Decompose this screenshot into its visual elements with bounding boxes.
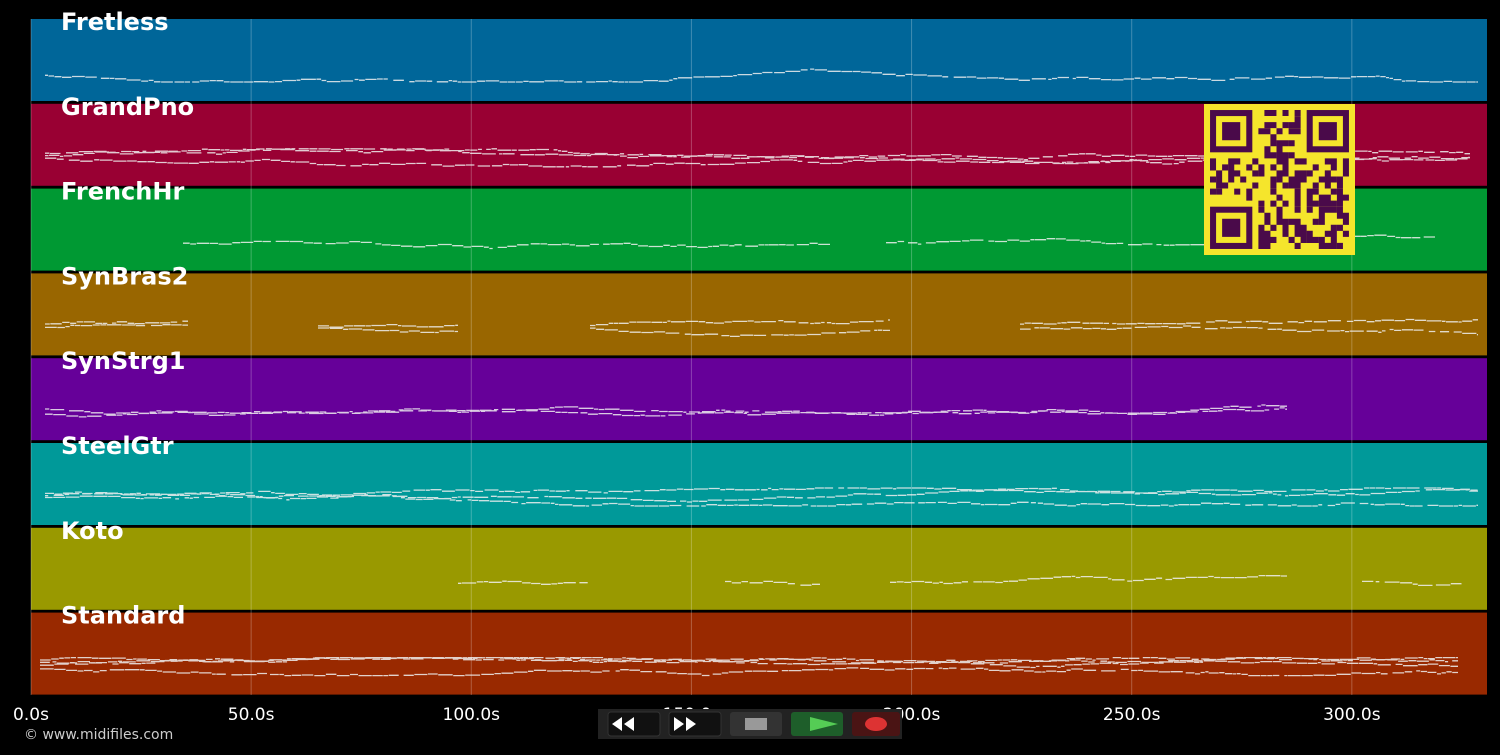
track-name: SynStrg1 xyxy=(61,347,186,375)
x-tick-label: 50.0s xyxy=(228,705,275,725)
qr-modules xyxy=(1210,110,1349,249)
record-button[interactable] xyxy=(852,712,900,736)
stop-button[interactable] xyxy=(730,712,782,736)
track-name: FrenchHr xyxy=(61,178,184,206)
footer: © www.midifiles.com xyxy=(24,727,173,743)
x-tick-label: 0.0s xyxy=(13,705,49,725)
grid xyxy=(30,19,1353,695)
track-lane xyxy=(31,612,1487,695)
track-name: GrandPno xyxy=(61,93,194,121)
track-lane xyxy=(31,19,1487,101)
track-lane xyxy=(31,443,1487,525)
track-name: SteelGtr xyxy=(61,432,174,460)
track-name: Fretless xyxy=(61,8,169,36)
track-name: Standard xyxy=(61,602,185,630)
notes xyxy=(45,318,1478,338)
qr-finder xyxy=(1222,218,1241,237)
x-tick-label: 300.0s xyxy=(1323,705,1381,725)
notes xyxy=(45,68,1478,83)
forward-button[interactable] xyxy=(668,711,722,737)
notes xyxy=(40,656,1458,677)
track-name: Koto xyxy=(61,517,124,545)
rewind-button[interactable] xyxy=(607,711,661,737)
play-button[interactable] xyxy=(791,712,843,736)
notes xyxy=(45,148,1470,168)
controls xyxy=(598,709,902,739)
notes xyxy=(45,487,1478,507)
track-lane xyxy=(31,358,1487,441)
track-name: SynBras2 xyxy=(61,262,188,290)
x-tick-label: 250.0s xyxy=(1103,705,1161,725)
track-lane xyxy=(31,527,1487,610)
qr-finder xyxy=(1318,122,1337,141)
x-tick-label: 100.0s xyxy=(443,705,501,725)
qr-finder xyxy=(1222,122,1241,141)
track-lane xyxy=(31,273,1487,356)
notes xyxy=(45,404,1287,418)
qr-code xyxy=(1204,104,1355,255)
notes xyxy=(458,574,1462,587)
